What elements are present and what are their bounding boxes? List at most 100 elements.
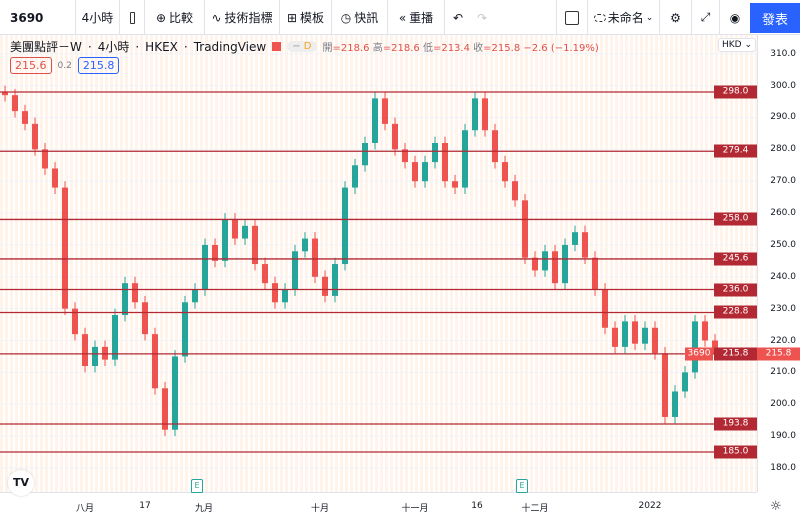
tradingview-logo[interactable]: TV bbox=[8, 470, 34, 496]
fullscreen-icon: ⤢ bbox=[700, 10, 711, 24]
snapshot-button[interactable]: ◉ bbox=[720, 0, 750, 35]
symbol-label: 3690 bbox=[10, 10, 44, 25]
indicators-icon: ∿ bbox=[211, 10, 222, 25]
candle bbox=[512, 181, 518, 201]
camera-icon: ◉ bbox=[729, 10, 741, 25]
candle bbox=[572, 232, 578, 245]
candle bbox=[662, 353, 668, 417]
chart-type-button[interactable] bbox=[120, 0, 145, 35]
candle bbox=[432, 142, 438, 163]
currency-label: HKD bbox=[722, 40, 742, 50]
candle bbox=[342, 187, 348, 265]
redo-icon[interactable]: ↷ bbox=[477, 10, 488, 25]
compare-button[interactable]: ⊕ 比較 bbox=[145, 0, 205, 35]
publish-button[interactable]: 發表 bbox=[750, 3, 800, 33]
level-label: 185.0 bbox=[714, 445, 757, 459]
candle bbox=[502, 162, 508, 182]
candle bbox=[482, 98, 488, 131]
last-price-label: 215.8 bbox=[757, 347, 800, 361]
candle bbox=[322, 276, 328, 296]
flag-icon[interactable] bbox=[272, 42, 282, 51]
price-tick: 230.0 bbox=[770, 303, 796, 314]
candle bbox=[442, 142, 448, 182]
time-axis[interactable]: 八月 17 九月 十月 十一月 16 十二月 2022 bbox=[0, 492, 757, 521]
level-label: 258.0 bbox=[714, 212, 757, 226]
candle bbox=[552, 251, 558, 284]
time-tick: 17 bbox=[139, 501, 151, 511]
candle bbox=[382, 98, 388, 124]
templates-label: 模板 bbox=[300, 11, 325, 25]
candle bbox=[632, 321, 638, 344]
level-label: 193.8 bbox=[714, 417, 757, 431]
undo-icon[interactable]: ↶ bbox=[453, 10, 464, 25]
candle bbox=[162, 388, 168, 430]
candle bbox=[312, 238, 318, 277]
gear-icon: ⚙ bbox=[670, 10, 681, 25]
candle bbox=[562, 244, 568, 284]
candle bbox=[542, 251, 548, 271]
price-tick: 290.0 bbox=[770, 112, 796, 123]
symbol-search[interactable]: 3690 bbox=[0, 0, 76, 35]
candle bbox=[182, 302, 188, 357]
time-tick: 十月 bbox=[310, 504, 330, 514]
legend-exchange: HKEX bbox=[145, 39, 178, 54]
candle bbox=[682, 372, 688, 392]
chart-pane[interactable] bbox=[0, 35, 757, 492]
candle bbox=[172, 356, 178, 430]
settings-button[interactable]: ⚙ bbox=[660, 0, 692, 35]
layout-name: 未命名 bbox=[607, 11, 644, 25]
candle bbox=[472, 98, 478, 131]
candle bbox=[452, 181, 458, 188]
candle bbox=[152, 334, 158, 389]
candle bbox=[422, 162, 428, 182]
earnings-marker[interactable]: E bbox=[516, 479, 528, 493]
bid-button[interactable]: 215.6 bbox=[10, 57, 52, 74]
candle bbox=[402, 149, 408, 163]
indicators-button[interactable]: ∿ 技術指標 bbox=[205, 0, 280, 35]
legend: 美團點評－W · 4小時 · HKEX · TradingView − D 開=218… bbox=[10, 39, 599, 55]
templates-icon: ⊞ bbox=[286, 10, 298, 25]
rectangle-button[interactable] bbox=[557, 0, 588, 35]
candle bbox=[372, 98, 378, 143]
replay-icon: « bbox=[398, 10, 407, 25]
candle bbox=[32, 123, 38, 150]
rectangle-icon bbox=[565, 10, 579, 25]
candle bbox=[592, 257, 598, 290]
candle bbox=[522, 200, 528, 258]
replay-button[interactable]: «重播 bbox=[388, 0, 445, 35]
delay-badge: D bbox=[303, 41, 312, 52]
templates-button[interactable]: ⊞ 模板 bbox=[280, 0, 332, 35]
candle bbox=[262, 264, 268, 284]
axis-settings-icon[interactable]: ☼ bbox=[770, 499, 782, 514]
alerts-button[interactable]: ◷ 快訊 bbox=[332, 0, 388, 35]
candle bbox=[62, 187, 68, 309]
candle bbox=[642, 327, 648, 344]
price-tick: 210.0 bbox=[770, 367, 796, 378]
time-tick: 十一月 bbox=[401, 504, 429, 514]
layout-button[interactable]: 未命名 ⌄ bbox=[588, 0, 660, 35]
candle bbox=[222, 219, 228, 261]
earnings-marker[interactable]: E bbox=[191, 479, 203, 493]
price-axis[interactable]: 310.0 300.0 290.0 280.0 270.0 260.0 250.0 240.0… bbox=[757, 35, 800, 492]
level-label: 236.0 bbox=[714, 283, 757, 297]
ask-button[interactable]: 215.8 bbox=[77, 57, 120, 74]
price-tick: 190.0 bbox=[770, 431, 796, 442]
candle bbox=[362, 142, 368, 166]
candle bbox=[352, 165, 358, 188]
candle bbox=[282, 289, 288, 303]
price-tick: 300.0 bbox=[770, 80, 796, 91]
time-tick: 八月 bbox=[75, 504, 95, 514]
candle bbox=[52, 168, 58, 188]
candle bbox=[192, 289, 198, 303]
candle bbox=[702, 321, 708, 341]
time-tick: 九月 bbox=[194, 504, 214, 514]
interval-button[interactable]: 4小時 bbox=[76, 0, 120, 35]
candle bbox=[242, 225, 248, 239]
fullscreen-button[interactable]: ⤢ bbox=[692, 0, 720, 35]
alerts-label: 快訊 bbox=[354, 11, 379, 25]
candle bbox=[462, 130, 468, 188]
candle bbox=[232, 219, 238, 239]
currency-selector[interactable]: HKD ⌄ bbox=[718, 38, 757, 52]
alarm-icon: ◷ bbox=[340, 10, 352, 25]
candle bbox=[692, 321, 698, 373]
